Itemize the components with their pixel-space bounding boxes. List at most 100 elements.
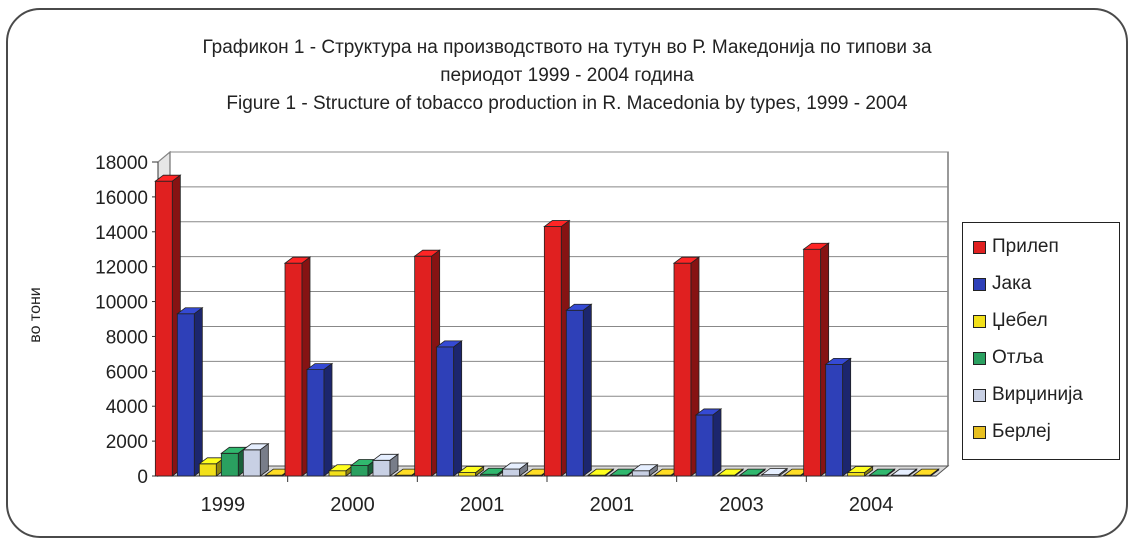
bar-Прилеп-2001 [413, 249, 441, 477]
y-tick-label: 6000 [106, 362, 148, 383]
bar-front [372, 459, 391, 477]
legend-label: Отља [992, 347, 1044, 368]
bar-side [323, 362, 333, 477]
bar-Вирџинија-2003 [760, 467, 789, 477]
y-tick-label: 8000 [106, 327, 148, 348]
legend-swatch [973, 277, 986, 291]
bar-Вирџинија-2000 [371, 453, 400, 477]
bar-side [475, 465, 485, 477]
bar-Отља-2003 [738, 468, 767, 477]
bar-front [242, 449, 261, 477]
legend-swatch [973, 314, 986, 328]
bar-side [453, 340, 463, 477]
bar-front [673, 262, 692, 477]
bar-Отља-2001 [479, 467, 507, 477]
bar-Берлеј-2004 [912, 468, 940, 477]
bar-Вирџинија-2004 [890, 468, 918, 477]
bar-front [803, 248, 822, 477]
bar-side [712, 408, 722, 477]
gridline-depth [157, 151, 171, 163]
bar-side [778, 467, 788, 477]
bar-front [154, 180, 173, 477]
bars [154, 174, 940, 477]
bar-front [220, 452, 239, 477]
bar-front [502, 468, 521, 477]
bar-side [842, 357, 852, 477]
y-tick-label: 12000 [95, 258, 148, 279]
y-tick-label: 14000 [95, 223, 148, 244]
bar-front [565, 309, 584, 477]
y-tick-label: 0 [137, 467, 148, 488]
bar-side [756, 468, 766, 477]
bar-side [259, 443, 269, 477]
bar-Прилеп-2001 [543, 219, 571, 477]
tick-labels: 0 2000 4000 6000 8000 10000 12000 14000 16000 180… [95, 153, 893, 516]
x-tick-label: 2001 [590, 494, 635, 516]
bar-Џебел-1999 [198, 456, 226, 477]
x-tick-label: 2000 [330, 494, 375, 516]
bar-side [519, 462, 529, 477]
legend-item: Вирџинија [973, 380, 1083, 410]
legend-item: Берлеј [973, 417, 1051, 447]
legend-item: Прилеп [973, 232, 1059, 262]
x-tick-label: 2001 [460, 494, 505, 516]
chart-subtitle-en: Figure 1 - Structure of tobacco producti… [226, 93, 908, 114]
y-tick-label: 18000 [95, 153, 148, 174]
y-tick-label: 2000 [106, 432, 148, 453]
bar-side [908, 468, 918, 477]
legend-item: Јака [973, 269, 1031, 299]
chart-title-mk-line1: Графикон 1 - Структура на производството… [202, 37, 932, 58]
y-tick-label: 10000 [95, 293, 148, 314]
legend-item: Џебел [973, 306, 1048, 336]
legend-item: Отља [973, 343, 1043, 373]
bar-Вирџинија-2001 [631, 463, 659, 477]
legend-swatch [973, 425, 986, 439]
bar-Јака-2001 [435, 340, 463, 477]
bar-Џебел-2003 [716, 468, 745, 477]
bar-side [864, 465, 874, 477]
bar-front [631, 470, 650, 477]
legend-label: Прилеп [992, 236, 1059, 257]
legend-label: Џебел [992, 310, 1048, 331]
bar-side [604, 468, 614, 477]
bar-front [284, 262, 303, 477]
bar-Вирџинија-2001 [501, 462, 529, 477]
legend-label: Берлеј [992, 421, 1051, 442]
y-tick-label: 4000 [106, 397, 148, 418]
bar-side [734, 468, 744, 477]
bar-side [886, 468, 896, 477]
bar-Јака-2004 [824, 357, 852, 477]
bar-Јака-2003 [694, 408, 723, 477]
bar-front [543, 226, 562, 477]
bar-side [193, 306, 203, 477]
bar-Отља-1999 [220, 446, 248, 477]
bar-Вирџинија-1999 [242, 443, 270, 477]
legend-swatch [973, 388, 986, 402]
bar-front [458, 472, 477, 477]
bar-front [198, 463, 217, 477]
bar-Прилеп-2004 [802, 242, 830, 477]
bar-Прилеп-2000 [283, 256, 312, 477]
legend-label: Вирџинија [992, 384, 1083, 405]
bar-Џебел-2001 [587, 468, 615, 477]
bar-front [695, 414, 714, 477]
bar-Отља-2004 [868, 468, 896, 477]
bar-Џебел-2001 [457, 465, 485, 477]
legend: Прилеп Јака Џебел Отља Вирџинија Берлеј [962, 222, 1120, 460]
y-axis-label: во тони [27, 287, 44, 342]
bar-front [436, 346, 455, 477]
legend-swatch [973, 240, 986, 254]
bar-Јака-2000 [305, 362, 334, 477]
legend-swatch [973, 351, 986, 365]
bar-front [847, 472, 866, 477]
y-tick-label: 16000 [95, 188, 148, 209]
bar-Прилеп-2003 [672, 256, 701, 477]
bar-Прилеп-1999 [154, 174, 182, 477]
bar-side [582, 303, 592, 477]
x-tick-label: 2004 [849, 494, 894, 516]
bar-front [825, 363, 844, 477]
bar-front [328, 470, 347, 477]
bar-side [930, 468, 940, 477]
bar-front [350, 465, 369, 477]
